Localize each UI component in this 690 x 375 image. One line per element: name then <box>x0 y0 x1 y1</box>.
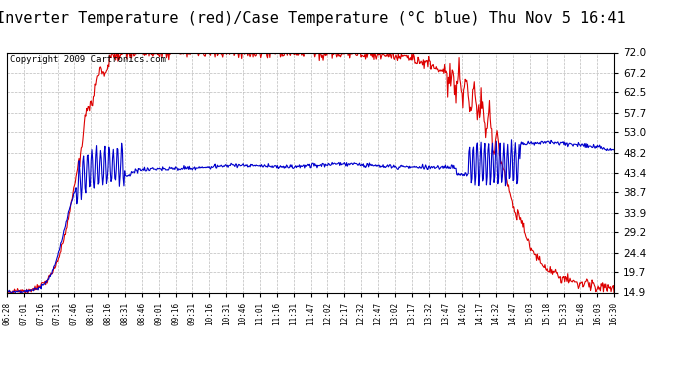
Text: Copyright 2009 Cartronics.com: Copyright 2009 Cartronics.com <box>10 55 166 64</box>
Text: Inverter Temperature (red)/Case Temperature (°C blue) Thu Nov 5 16:41: Inverter Temperature (red)/Case Temperat… <box>0 11 625 26</box>
